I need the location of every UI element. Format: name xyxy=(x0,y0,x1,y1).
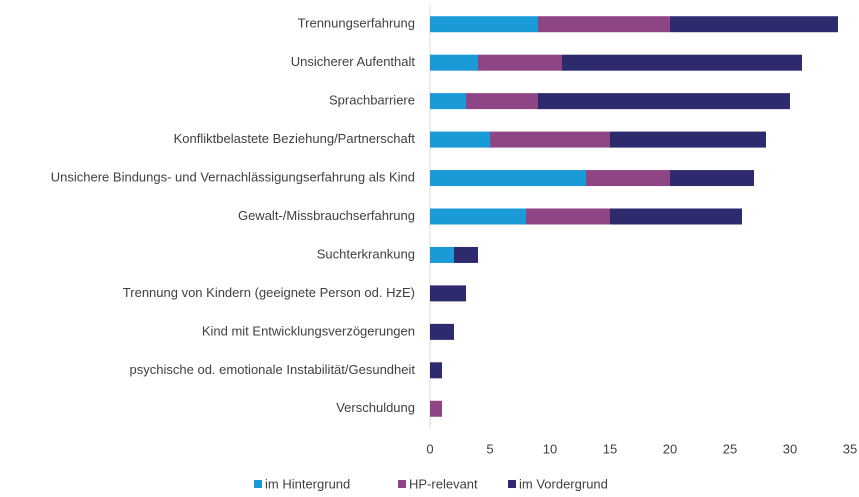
legend-swatch xyxy=(508,480,516,488)
y-tick-label: Unsichere Bindungs- und Vernachlässigung… xyxy=(51,169,415,184)
bar-segment xyxy=(430,362,442,379)
legend-label: HP-relevant xyxy=(409,476,478,491)
bar-segment xyxy=(538,93,790,110)
bar-segment xyxy=(430,208,526,225)
y-tick-label: Trennung von Kindern (geeignete Person o… xyxy=(123,285,415,300)
x-tick-label: 35 xyxy=(843,441,857,456)
y-tick-label: Sprachbarriere xyxy=(329,93,415,108)
bar-segment xyxy=(430,246,454,263)
x-tick-label: 5 xyxy=(486,441,493,456)
bar-segment xyxy=(478,54,562,71)
bar-segment xyxy=(670,170,754,187)
bar-segment xyxy=(610,208,742,225)
bar-segment xyxy=(526,208,610,225)
bar-segment xyxy=(670,16,838,33)
bar-segment xyxy=(610,131,766,148)
bar-segment xyxy=(562,54,802,71)
x-tick-label: 25 xyxy=(723,441,737,456)
x-tick-label: 0 xyxy=(426,441,433,456)
bar-segment xyxy=(430,323,454,340)
y-tick-label: Unsicherer Aufenthalt xyxy=(291,54,416,69)
bar-segment xyxy=(430,400,442,417)
x-tick-label: 30 xyxy=(783,441,797,456)
bar-segment xyxy=(454,246,478,263)
legend-label: im Vordergrund xyxy=(519,476,608,491)
bar-segment xyxy=(430,93,466,110)
x-tick-label: 10 xyxy=(543,441,557,456)
bar-segment xyxy=(538,16,670,33)
bar-segment xyxy=(430,16,538,33)
bar-segment xyxy=(430,54,478,71)
y-tick-label: Kind mit Entwicklungsverzögerungen xyxy=(202,323,415,338)
y-tick-label: psychische od. emotionale Instabilität/G… xyxy=(130,362,416,377)
bar-segment xyxy=(430,170,586,187)
bar-segment xyxy=(586,170,670,187)
y-tick-label: Verschuldung xyxy=(336,400,415,415)
y-tick-label: Trennungserfahrung xyxy=(298,16,415,31)
y-tick-label: Suchterkrankung xyxy=(317,246,415,261)
x-tick-label: 15 xyxy=(603,441,617,456)
y-tick-label: Konfliktbelastete Beziehung/Partnerschaf… xyxy=(174,131,416,146)
legend-swatch xyxy=(398,480,406,488)
bar-segment xyxy=(490,131,610,148)
y-tick-label: Gewalt-/Missbrauchserfahrung xyxy=(238,208,415,223)
bar-segment xyxy=(430,131,490,148)
legend-label: im Hintergrund xyxy=(265,476,350,491)
legend-swatch xyxy=(254,480,262,488)
bar-segment xyxy=(466,93,538,110)
bar-segment xyxy=(430,285,466,302)
x-tick-label: 20 xyxy=(663,441,677,456)
